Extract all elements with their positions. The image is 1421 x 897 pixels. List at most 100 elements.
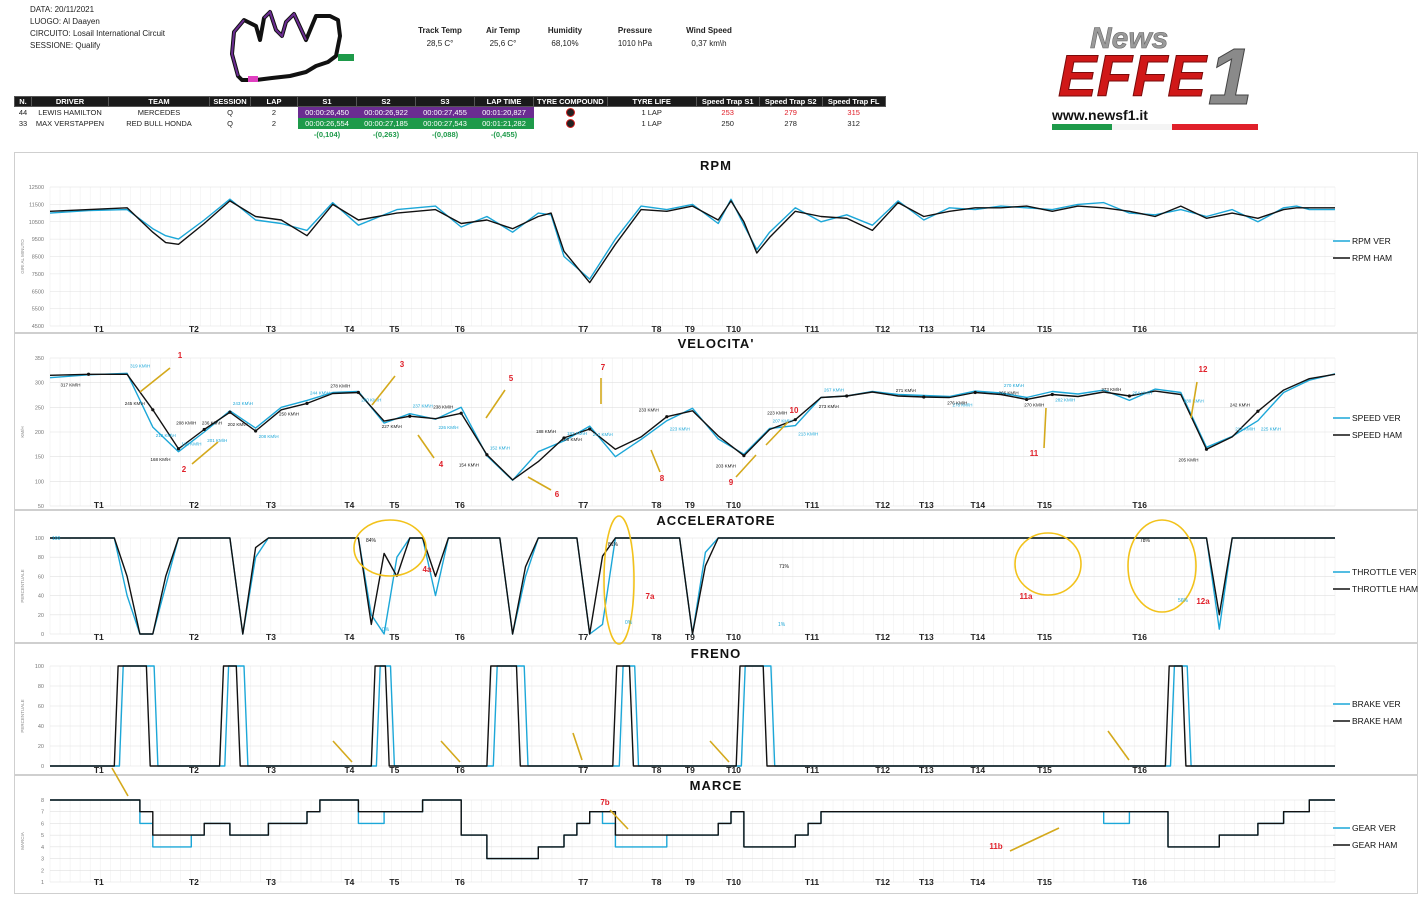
- speed-marker: 11: [1030, 449, 1039, 458]
- turn-label: T2: [189, 324, 199, 334]
- throttle-title: ACCELERATORE: [656, 513, 776, 528]
- y-tick-label: 200: [35, 430, 44, 436]
- speed-label-ver: 226 KM\H: [439, 425, 459, 430]
- speed-title: VELOCITA': [677, 336, 755, 351]
- turn-label: T6: [455, 877, 465, 887]
- speed-label-ver: 267 KM\H: [824, 387, 844, 392]
- legend-label: RPM VER: [1352, 236, 1391, 246]
- table-cell: MERCEDES: [137, 108, 181, 117]
- track-map-icon: [230, 10, 354, 82]
- legend-label: GEAR HAM: [1352, 840, 1397, 850]
- turn-label: T6: [455, 632, 465, 642]
- y-axis-label: GIRI AL MINUTO: [20, 239, 25, 274]
- annotation-arrow: [527, 476, 552, 491]
- speed-marker: 10: [790, 406, 799, 415]
- turn-label: T12: [875, 765, 890, 775]
- y-tick-label: 40: [38, 724, 44, 730]
- y-tick-label: 9500: [32, 237, 44, 243]
- gap-cell: -(0,088): [431, 130, 459, 139]
- y-tick-label: 5500: [32, 307, 44, 313]
- turn-label: T14: [970, 500, 985, 510]
- speed-label-ver: 213 KM\H: [798, 432, 818, 437]
- brake-panel: FRENO: [14, 642, 1418, 776]
- speed-point-ham: [176, 447, 181, 451]
- throttle-label: 78%: [1140, 538, 1151, 544]
- speed-label-ham: 233 KM\H: [639, 408, 659, 413]
- y-tick-label: 100: [35, 479, 44, 485]
- speed-label-ver: 276 KM\H: [953, 402, 973, 407]
- session-type: SESSIONE: Qualify: [30, 41, 101, 50]
- y-tick-label: 350: [35, 356, 44, 362]
- turn-label: T8: [652, 324, 662, 334]
- speed-label-ham: 168 KM\H: [151, 457, 171, 462]
- turn-label: T4: [344, 765, 354, 775]
- rpm-panel: RPM: [14, 152, 1418, 334]
- brake-title: FRENO: [690, 646, 742, 661]
- speed-label-ver: 244 KM\H: [310, 390, 330, 395]
- turn-label: T14: [970, 877, 985, 887]
- turn-label: T15: [1037, 500, 1052, 510]
- speed-point-ham: [459, 411, 463, 415]
- logo-news-text: News: [1090, 22, 1168, 55]
- turn-label: T3: [266, 500, 276, 510]
- speed-point-ham: [254, 429, 258, 433]
- y-tick-label: 100: [35, 664, 44, 670]
- ham-series-line: [50, 665, 1335, 767]
- turn-label: T16: [1132, 877, 1147, 887]
- speed-label-ver: 182 KM\H: [567, 431, 587, 436]
- soft-tyre-icon: [565, 119, 575, 129]
- logo-one-text: 1: [1208, 32, 1253, 121]
- y-tick-label: 7: [41, 810, 44, 816]
- speed-label-ham: 270 KM\H: [1024, 403, 1044, 408]
- condition-label: Wind Speed: [686, 26, 732, 35]
- table-cell: 278: [784, 119, 797, 128]
- legend-label: BRAKE VER: [1352, 699, 1401, 709]
- legend-label: THROTTLE VER: [1352, 567, 1417, 577]
- turn-label: T10: [726, 500, 741, 510]
- speed-point-ham: [1050, 392, 1054, 397]
- table-row: 44 LEWIS HAMILTON MERCEDES Q 2 00:00:26,450 00…: [15, 106, 886, 118]
- speed-point-ham: [562, 436, 566, 440]
- legend-label: SPEED HAM: [1352, 430, 1402, 440]
- condition-label: Air Temp: [485, 26, 521, 35]
- turn-label: T11: [805, 765, 819, 775]
- speed-marker: 8: [660, 474, 665, 483]
- speed-label-ver: 223 KM\H: [670, 427, 690, 432]
- turn-label: T11: [805, 324, 819, 334]
- speed-marker: 12: [1199, 365, 1208, 374]
- table-cell: RED BULL HONDA: [126, 119, 192, 128]
- table-cell: MAX VERSTAPPEN: [35, 119, 105, 128]
- throttle-marker: 7a: [646, 592, 655, 601]
- speed-point-ham: [1204, 447, 1209, 451]
- turn-label: T8: [652, 500, 662, 510]
- table-cell: 279: [784, 108, 797, 117]
- y-tick-label: 40: [38, 594, 44, 600]
- turn-label: T2: [189, 877, 199, 887]
- annotation-arrow: [709, 740, 730, 763]
- table-cell: 00:00:26,450: [297, 106, 357, 118]
- throttle-label: 0%: [625, 620, 633, 626]
- turn-label: T15: [1037, 324, 1052, 334]
- turn-label: T4: [344, 877, 354, 887]
- y-tick-label: 150: [35, 455, 44, 461]
- annotation-arrow: [485, 389, 506, 419]
- gear-title: MARCE: [689, 778, 743, 793]
- speed-label-ham: 278 KM\H: [330, 384, 350, 389]
- speed-point-ham: [922, 395, 926, 399]
- turn-label: T7: [578, 500, 588, 510]
- y-tick-label: 1: [41, 880, 44, 886]
- table-cell: 44: [18, 108, 28, 117]
- speed-point-ham: [202, 427, 206, 432]
- speed-marker: 4: [439, 460, 444, 469]
- y-tick-label: 8500: [32, 255, 44, 261]
- y-tick-label: 2: [41, 868, 44, 874]
- speed-point-ham: [228, 410, 232, 414]
- turn-label: T5: [389, 765, 399, 775]
- speed-marker: 7: [601, 363, 606, 372]
- y-axis-label: KM/H: [20, 426, 25, 437]
- speed-label-ham: 208 KM\H: [176, 421, 196, 426]
- turn-label: T15: [1037, 632, 1052, 642]
- turn-label: T9: [685, 324, 695, 334]
- speed-label-ham: 205 KM\H: [1179, 457, 1199, 462]
- speed-label-ham: 273 KM\H: [1101, 387, 1121, 392]
